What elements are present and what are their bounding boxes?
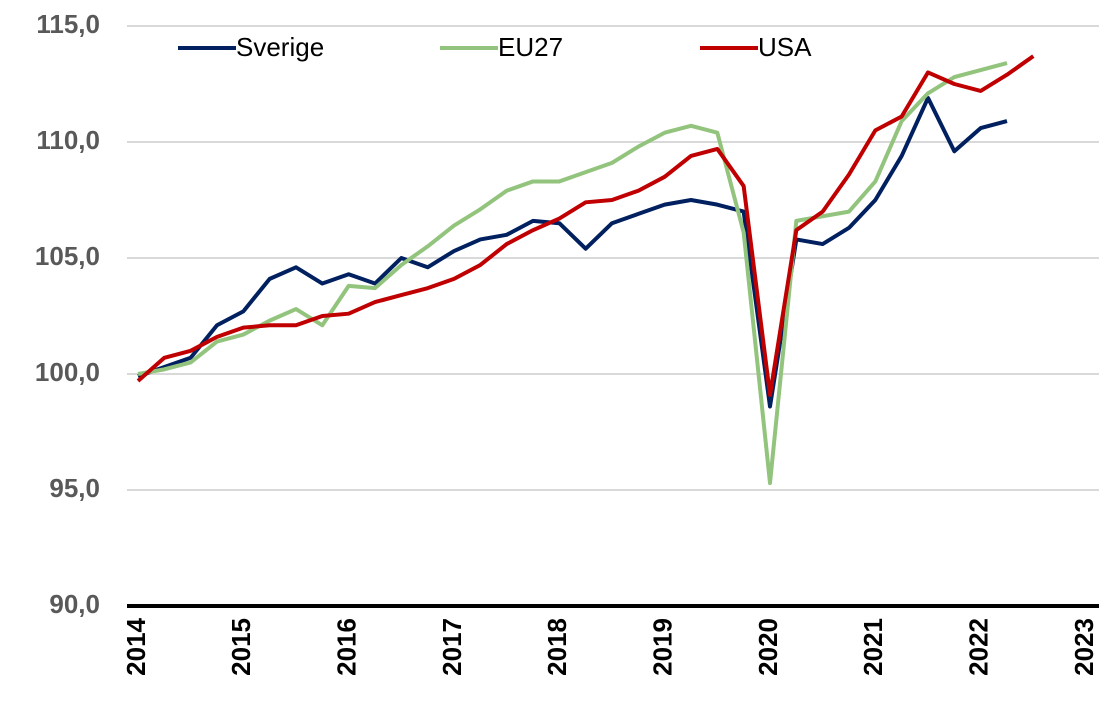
y-tick-label: 115,0 <box>36 9 100 39</box>
x-tick-label: 2014 <box>121 617 151 675</box>
y-tick-label: 100,0 <box>35 357 100 387</box>
x-tick-label: 2022 <box>964 618 994 676</box>
legend-label: EU27 <box>498 32 563 62</box>
x-tick-label: 2015 <box>226 618 256 676</box>
series-line <box>137 61 1008 486</box>
y-tick-label: 105,0 <box>35 241 100 271</box>
x-tick-label: 2021 <box>858 618 888 676</box>
y-tick-label: 90,0 <box>49 589 100 619</box>
x-tick-label: 2019 <box>648 618 678 676</box>
x-tick-label: 2020 <box>753 618 783 676</box>
y-tick-label: 110,0 <box>36 125 100 155</box>
legend-label: Sverige <box>236 32 324 62</box>
series-line <box>136 54 1035 397</box>
legend-label: USA <box>758 32 812 62</box>
series-line <box>137 95 1008 409</box>
x-tick-label: 2023 <box>1069 618 1099 676</box>
x-tick-label: 2017 <box>437 618 467 676</box>
x-tick-label: 2018 <box>542 618 572 676</box>
y-tick-label: 95,0 <box>49 473 100 503</box>
x-tick-label: 2016 <box>332 618 362 676</box>
